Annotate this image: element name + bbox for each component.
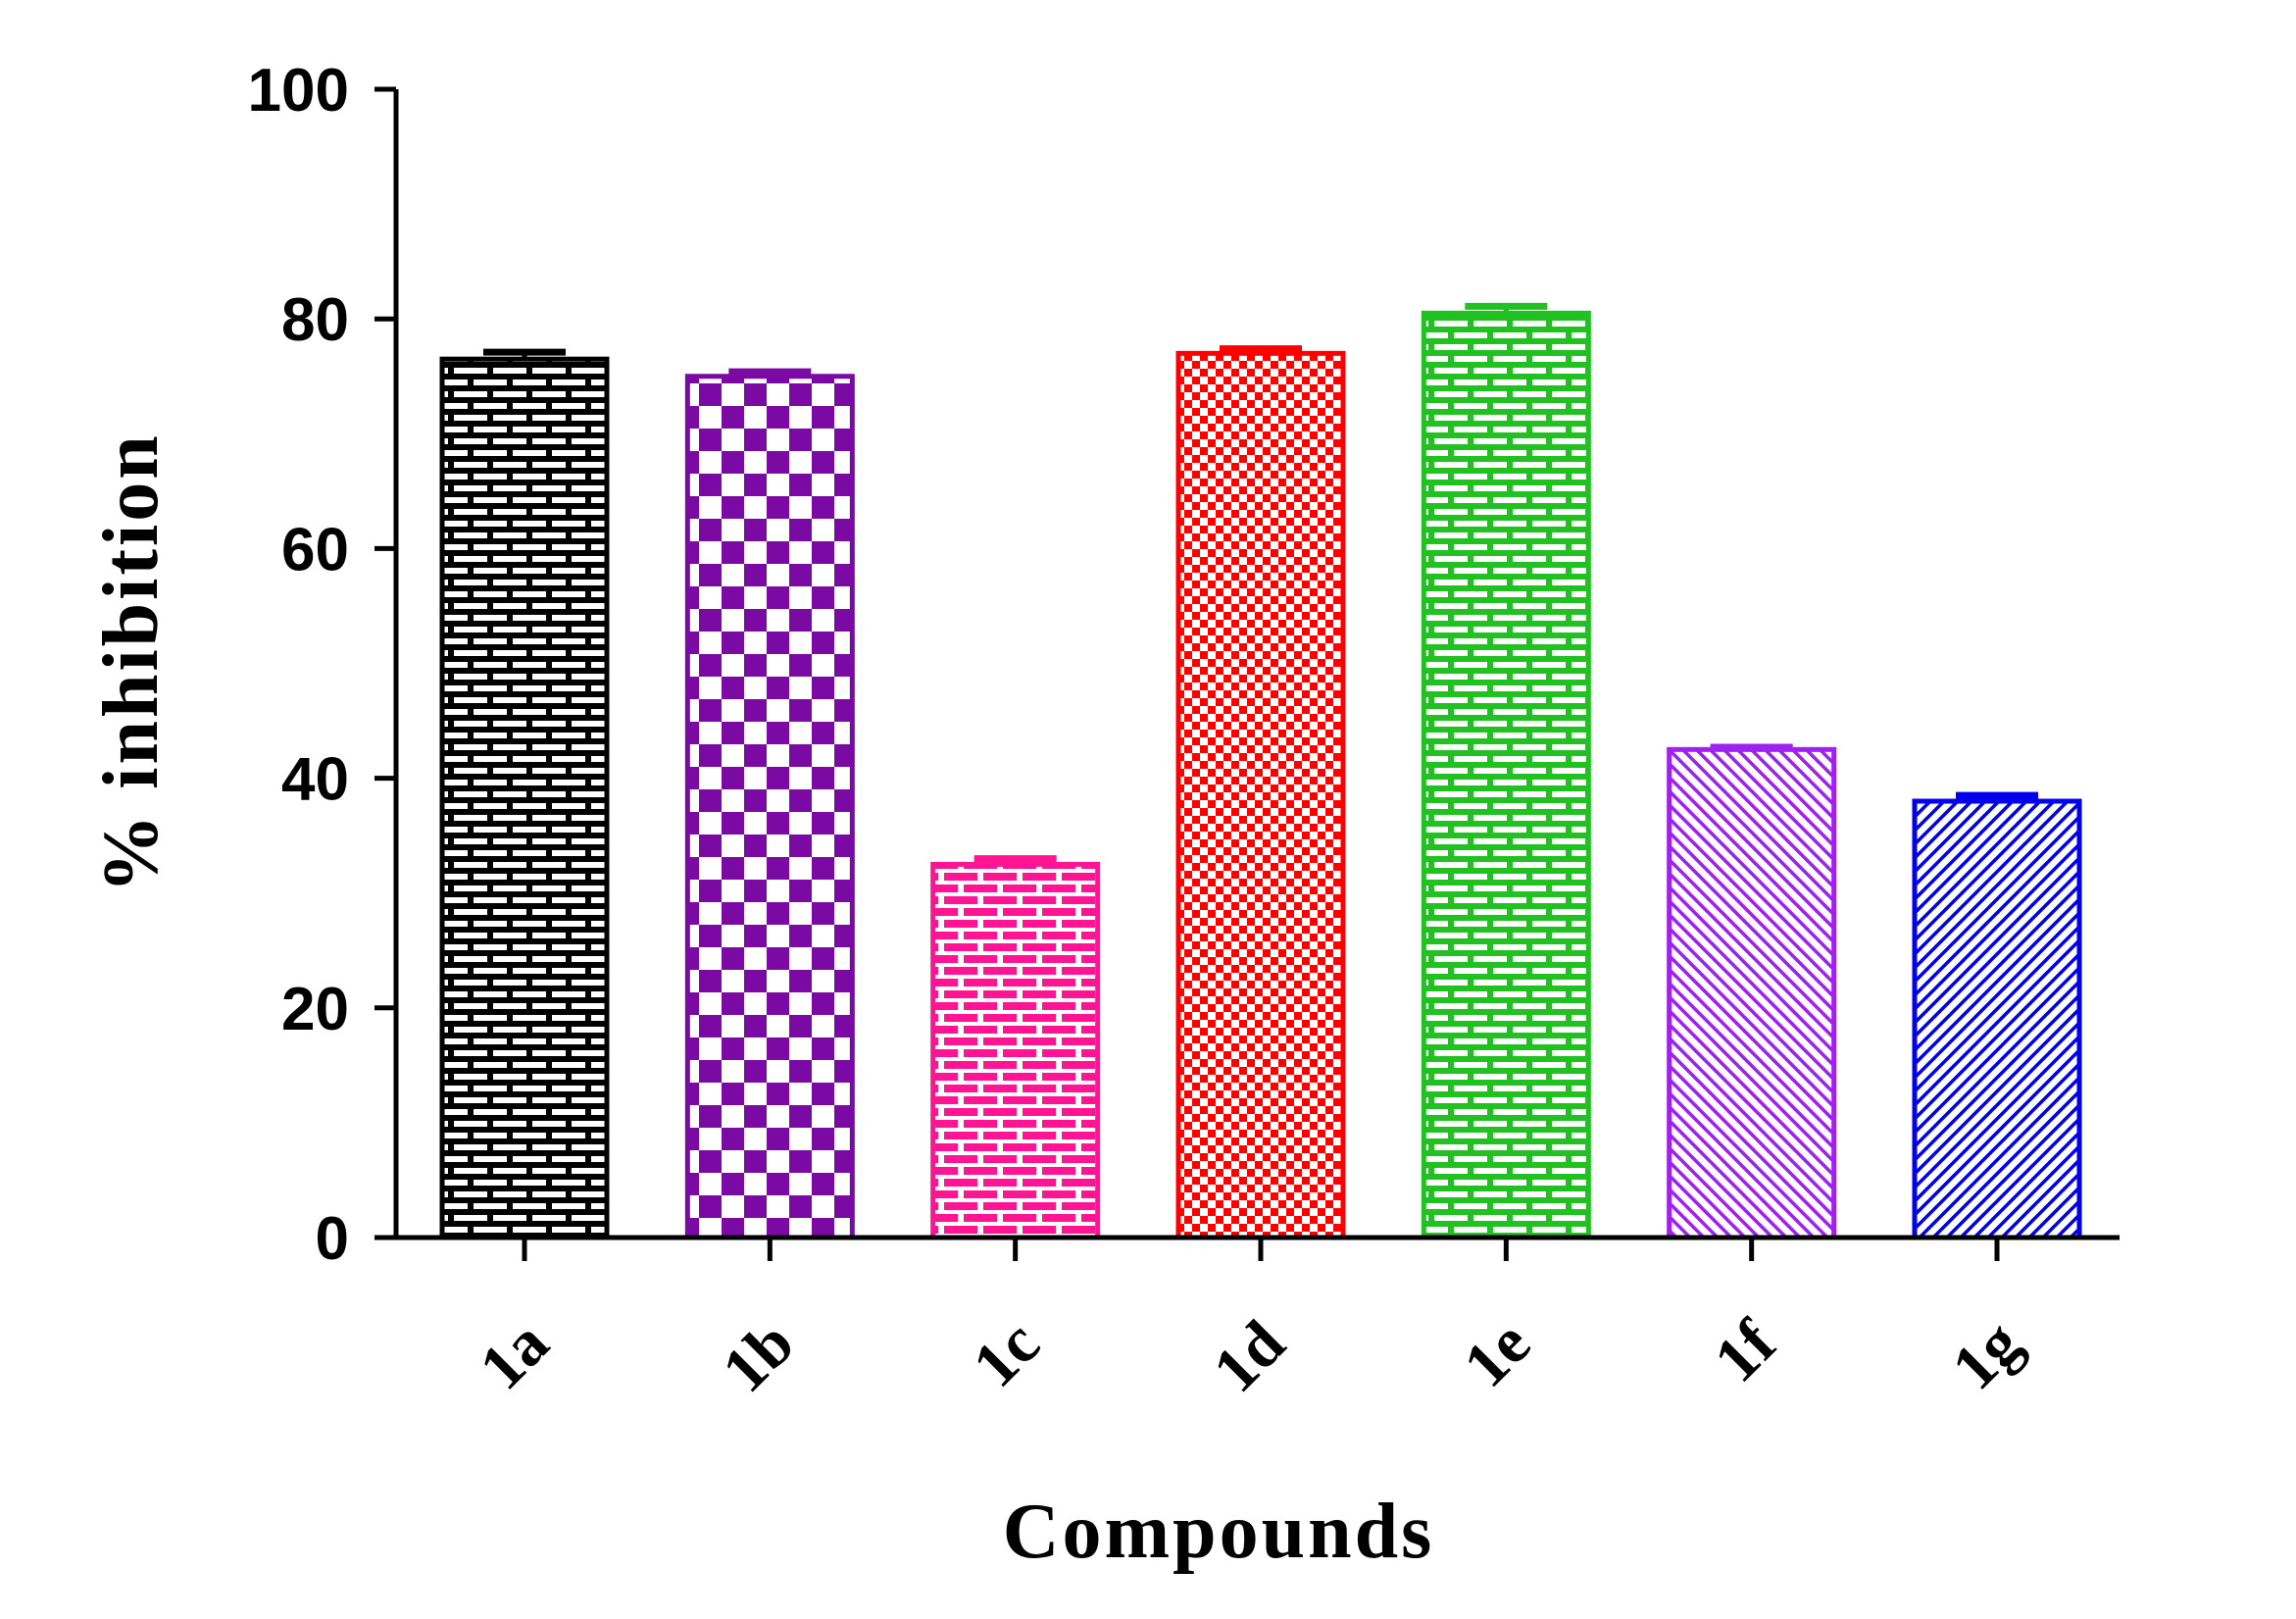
y-tick-label-100: 100 (248, 57, 349, 125)
y-tick-label-60: 60 (281, 516, 349, 583)
x-tick-label-1e: 1e (1450, 1307, 1544, 1401)
error-bars-group (483, 302, 2038, 865)
y-axis-title: % inhibition (88, 432, 175, 893)
x-axis-title: Compounds (1003, 1489, 1435, 1575)
bar-1d (1175, 350, 1346, 1240)
x-tick-label-1f: 1f (1701, 1306, 1790, 1395)
bar-1f (1667, 746, 1837, 1240)
bar-1g (1912, 798, 2082, 1240)
bar-1b (684, 374, 855, 1240)
bars-group (439, 310, 2082, 1240)
bar-1e (1421, 310, 1591, 1240)
x-tick-label-1g: 1g (1938, 1307, 2034, 1403)
x-tick-label-1d: 1d (1200, 1307, 1299, 1406)
y-tick-label-40: 40 (281, 746, 349, 814)
y-tick-label-80: 80 (281, 286, 349, 354)
x-ticks-group: 1a 1b 1c 1d 1e 1f 1g (466, 1238, 2035, 1406)
x-tick-label-1c: 1c (960, 1307, 1054, 1401)
x-tick-label-1b: 1b (709, 1307, 808, 1406)
bar-1c (930, 861, 1101, 1240)
y-ticks-group: 0 20 40 60 80 100 (248, 57, 396, 1273)
x-tick-label-1a: 1a (466, 1307, 562, 1403)
y-tick-label-0: 0 (316, 1205, 349, 1273)
bar-1a (439, 356, 610, 1240)
y-tick-label-20: 20 (281, 976, 349, 1043)
